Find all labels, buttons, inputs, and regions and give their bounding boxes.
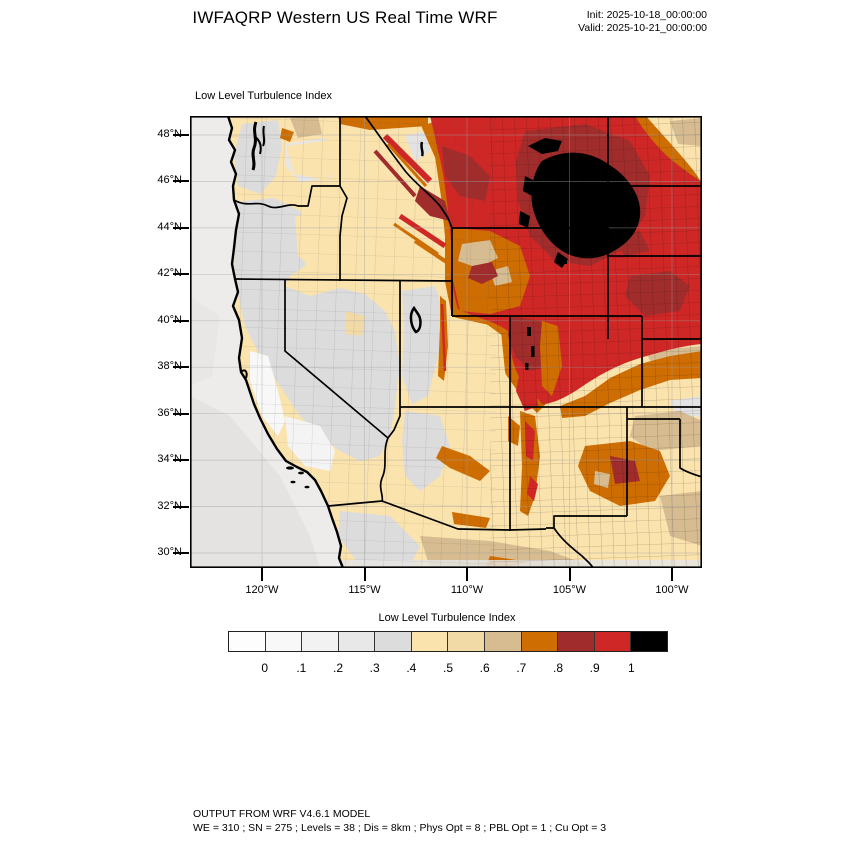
lakes	[240, 121, 424, 379]
map-panel-title: Low Level Turbulence Index	[195, 90, 332, 102]
colorbar-tick-label: .4	[406, 661, 417, 675]
lat-tick-mark	[173, 505, 189, 508]
lon-tick-label: 115°W	[348, 584, 381, 596]
lon-tick-mark	[466, 568, 468, 581]
state-borders	[233, 116, 702, 568]
colorbar-tick-label: .5	[442, 661, 453, 675]
lon-tick-mark	[363, 568, 366, 581]
colorbar-cell	[485, 632, 522, 651]
lat-tick-mark	[173, 459, 189, 462]
colorbar-cell	[265, 632, 303, 651]
colorbar-cell	[411, 632, 449, 651]
colorbar-tick-label: .3	[369, 661, 380, 675]
colorbar-tick-label: 1	[627, 661, 635, 675]
colorbar-tick-label: .9	[589, 661, 600, 675]
map-frame-border	[190, 116, 702, 568]
coastline	[226, 116, 345, 568]
lon-tick-label: 120°W	[245, 584, 279, 596]
colorbar-tick-label: .1	[296, 661, 307, 675]
colorbar-cell	[558, 632, 595, 651]
lat-tick-label: 38°N	[157, 360, 182, 373]
lat-tick-mark	[173, 551, 189, 554]
turbulence-map	[190, 116, 702, 568]
lat-tick-mark	[173, 273, 189, 276]
lon-tick-mark	[671, 568, 673, 581]
lat-tick-label: 48°N	[157, 128, 182, 140]
lat-tick-label: 32°N	[157, 499, 182, 512]
lon-tick-label: 100°W	[655, 584, 689, 596]
lat-tick-label: 44°N	[157, 220, 182, 233]
model-info-line2: WE = 310 ; SN = 275 ; Levels = 38 ; Dis …	[193, 821, 607, 834]
lat-tick-label: 46°N	[157, 174, 182, 187]
lat-tick-label: 30°N	[157, 545, 182, 558]
colorbar-title: Low Level Turbulence Index	[378, 612, 516, 624]
figure-title: IWFAQRP Western US Real Time WRF	[192, 8, 498, 27]
model-info: OUTPUT FROM WRF V4.6.1 MODEL WE = 310 ; …	[193, 808, 606, 835]
lat-tick-label: 36°N	[157, 406, 182, 419]
channel-islands	[286, 466, 310, 489]
lat-tick-mark	[173, 366, 189, 369]
colorbar-tick-label: .6	[479, 661, 490, 675]
lon-tick-mark	[568, 568, 571, 581]
colorbar-tick-label: .7	[516, 661, 527, 675]
map-canvas	[190, 116, 702, 568]
lat-tick-mark	[173, 134, 189, 136]
lon-tick-label: 105°W	[552, 584, 587, 596]
colorbar-cell	[594, 632, 632, 651]
lat-tick-mark	[173, 319, 189, 322]
lat-tick-label: 34°N	[157, 453, 182, 466]
lat-tick-mark	[173, 226, 189, 229]
colorbar-cell	[521, 632, 559, 651]
land	[228, 116, 702, 568]
graticule	[190, 116, 702, 568]
colorbar-cell	[229, 632, 266, 651]
colorbar-tick-label: .8	[552, 661, 563, 675]
lon-tick-mark	[261, 568, 263, 581]
colorbar-tick-label: .2	[332, 661, 343, 675]
lat-tick-mark	[173, 180, 189, 183]
colorbar-cell	[302, 632, 339, 651]
colorbar-cell	[338, 632, 376, 651]
lat-tick-label: 42°N	[157, 267, 182, 280]
colorbar-cell	[631, 632, 667, 651]
lat-tick-label: 40°N	[157, 313, 182, 326]
init-time: Init: 2025-10-18_00:00:00	[586, 9, 707, 21]
colorbar	[228, 631, 668, 652]
colorbar-tick-label: 0	[261, 661, 268, 675]
colorbar-cell	[448, 632, 486, 651]
valid-time: Valid: 2025-10-21_00:00:00	[578, 22, 707, 34]
lat-tick-mark	[173, 412, 189, 415]
run-info: Init: 2025-10-18_00:00:00 Valid: 2025-10…	[553, 9, 707, 35]
colorbar-cell	[375, 632, 412, 651]
lon-tick-label: 110°W	[450, 584, 484, 596]
model-info-line1: OUTPUT FROM WRF V4.6.1 MODEL	[193, 808, 371, 820]
